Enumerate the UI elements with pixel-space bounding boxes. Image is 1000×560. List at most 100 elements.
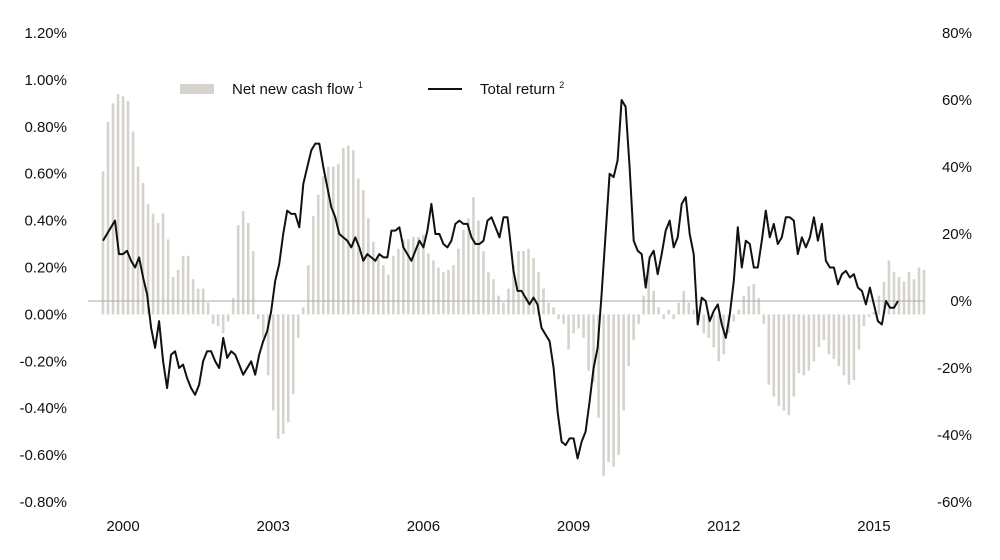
cash-flow-bar — [472, 197, 475, 315]
cash-flow-bar — [482, 251, 485, 315]
cash-flow-bar — [136, 166, 140, 315]
cash-flow-bar — [867, 314, 871, 317]
right-axis-tick-label: 60% — [942, 92, 972, 109]
cash-flow-bar — [747, 286, 751, 315]
cash-flow-bar — [542, 288, 545, 315]
cash-flow-bar — [792, 314, 796, 397]
cash-flow-bar — [402, 239, 405, 315]
cash-flow-bar — [367, 218, 370, 315]
cash-flow-bar — [111, 103, 115, 315]
cash-flow-bar — [321, 176, 325, 315]
cash-flow-bar — [757, 297, 761, 315]
cash-flow-bar — [342, 147, 345, 315]
cash-flow-bar — [176, 269, 180, 315]
x-axis-tick-label: 2003 — [257, 518, 290, 535]
cash-flow-bar — [622, 314, 625, 411]
cash-flow-bar — [617, 314, 620, 456]
cash-flow-bar — [732, 314, 736, 322]
cash-flow-bar — [612, 314, 615, 467]
cash-flow-bar — [907, 272, 911, 315]
cash-flow-bar — [572, 314, 575, 334]
cash-flow-bar — [737, 309, 741, 315]
cash-flow-bar — [372, 241, 375, 315]
cash-flow-bar — [216, 314, 220, 327]
left-axis-tick-label: -0.40% — [19, 400, 67, 417]
cash-flow-bar — [392, 255, 395, 315]
left-axis-tick-label: 1.00% — [24, 72, 67, 89]
cash-flow-bar — [316, 194, 320, 315]
cash-flow-bar — [852, 314, 856, 381]
right-axis-tick-label: -20% — [937, 360, 972, 377]
cash-flow-bar — [647, 260, 650, 315]
cash-flow-bar — [276, 314, 280, 439]
cash-flow-bar — [171, 276, 175, 315]
cash-flow-bar — [562, 314, 565, 324]
cash-flow-bar — [266, 314, 270, 376]
cash-flow-bar — [311, 215, 315, 315]
cash-flow-bar — [812, 314, 816, 362]
legend-bars-swatch — [180, 84, 214, 94]
cash-flow-bar — [592, 314, 595, 383]
cash-flow-bar — [121, 96, 125, 315]
cash-flow-bar — [762, 314, 766, 324]
cash-flow-bar — [447, 269, 450, 315]
cash-flow-bar — [131, 131, 135, 315]
cash-flow-bar — [772, 314, 776, 397]
cash-flow-bar — [677, 302, 681, 315]
cash-flow-bar — [702, 314, 706, 334]
cash-flow-bar — [246, 222, 250, 315]
cash-flow-bars — [101, 93, 926, 477]
x-axis-tick-label: 2006 — [407, 518, 440, 535]
cash-flow-bar — [662, 314, 665, 320]
cash-flow-bar — [161, 213, 165, 315]
cash-flow-bar — [547, 302, 550, 315]
cash-flow-bar — [166, 239, 170, 315]
cash-flow-bar — [577, 314, 580, 329]
cash-flow-bar — [296, 314, 300, 338]
cash-flow-bar — [452, 265, 455, 315]
cash-flow-bar — [827, 314, 831, 355]
cash-flow-bar — [397, 248, 400, 315]
cash-flow-bar — [637, 314, 640, 324]
cash-flow-bar — [667, 309, 670, 315]
cash-flow-bar — [106, 122, 110, 315]
x-axis-tick-label: 2015 — [857, 518, 890, 535]
left-axis-tick-label: 0.00% — [24, 306, 67, 323]
cash-flow-bar — [822, 314, 826, 341]
cash-flow-bar — [502, 302, 505, 315]
cash-flow-bar — [777, 314, 781, 406]
x-axis-tick-label: 2009 — [557, 518, 590, 535]
cash-flow-bar — [587, 314, 590, 371]
cash-flow-bar — [256, 314, 260, 320]
cash-flow-bar — [261, 314, 265, 338]
cash-flow-bar — [457, 248, 460, 315]
cash-flow-bar — [882, 281, 886, 315]
cash-flow-bar — [807, 314, 811, 371]
cash-flow-bar — [241, 211, 245, 315]
cash-flow-bar — [181, 255, 185, 315]
cash-flow-bar — [497, 295, 500, 315]
legend-line-entry: Total return 2 — [480, 80, 564, 98]
cash-flow-bar — [221, 314, 225, 334]
cash-flow-bar — [437, 267, 440, 315]
cash-flow-bar — [326, 166, 330, 315]
cash-flow-bar — [692, 309, 696, 315]
cash-flow-bar — [787, 314, 791, 416]
cash-flow-bar — [442, 272, 445, 315]
cash-flow-bar — [352, 150, 355, 315]
cash-flow-bar — [156, 222, 160, 315]
cash-flow-bar — [101, 171, 105, 315]
right-axis-tick-label: 0% — [950, 293, 972, 310]
right-axis-tick-label: -60% — [937, 494, 972, 511]
cash-flow-bar — [146, 204, 150, 315]
cash-flow-bar — [462, 229, 465, 315]
right-axis-tick-label: 40% — [942, 159, 972, 176]
cash-flow-bar — [286, 314, 290, 423]
cash-flow-bar — [211, 314, 215, 324]
left-axis-tick-label: 0.60% — [24, 166, 67, 183]
cash-flow-bar — [487, 272, 490, 315]
cash-flow-bar — [231, 297, 235, 315]
cash-flow-bar — [527, 248, 530, 315]
cash-flow-bar — [522, 251, 525, 315]
